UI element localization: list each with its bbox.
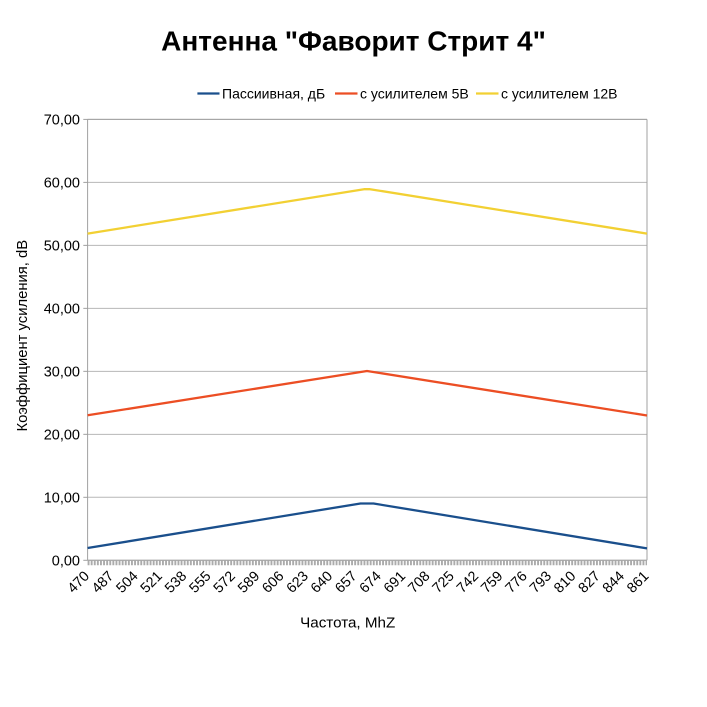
svg-text:10,00: 10,00 — [44, 490, 80, 506]
svg-text:Коэффициент усиления, dB: Коэффициент усиления, dB — [15, 240, 31, 432]
svg-text:50,00: 50,00 — [44, 238, 80, 254]
svg-text:30,00: 30,00 — [44, 364, 80, 380]
svg-text:60,00: 60,00 — [44, 175, 80, 191]
svg-text:70,00: 70,00 — [44, 112, 80, 128]
svg-text:20,00: 20,00 — [44, 427, 80, 443]
svg-text:0,00: 0,00 — [52, 553, 80, 569]
svg-text:с усилителем 12В: с усилителем 12В — [501, 86, 618, 102]
svg-text:Пассиивная, дБ: Пассиивная, дБ — [222, 86, 325, 102]
svg-text:40,00: 40,00 — [44, 301, 80, 317]
svg-text:Частота, MhZ: Частота, MhZ — [300, 615, 395, 632]
svg-text:Антенна "Фаворит Стрит 4": Антенна "Фаворит Стрит 4" — [161, 26, 546, 57]
svg-text:с усилителем 5В: с усилителем 5В — [360, 86, 469, 102]
